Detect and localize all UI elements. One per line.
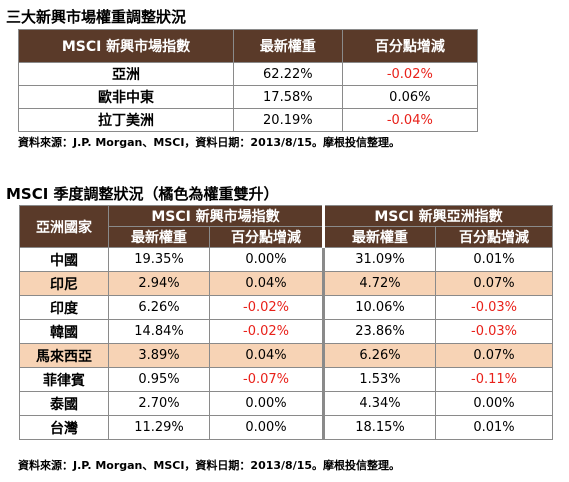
country-name: 泰國 (19, 391, 109, 416)
col-em-change: 百分點增減 (209, 226, 324, 248)
region-weight: 20.19% (233, 108, 343, 132)
region-name: 歐非中東 (18, 85, 234, 109)
em-weight: 3.89% (108, 343, 210, 368)
source-note: 資料來源：J.P. Morgan、MSCI，資料日期：2013/8/15。摩根投… (18, 459, 401, 472)
table-row: 菲律賓 0.95% -0.07% 1.53% -0.11% (19, 367, 553, 392)
region-name: 拉丁美洲 (18, 108, 234, 132)
country-name: 印尼 (19, 271, 109, 296)
em-weight: 2.70% (108, 391, 210, 416)
asia-weight: 4.72% (322, 271, 436, 296)
em-weight: 14.84% (108, 319, 210, 344)
em-weight: 0.95% (108, 367, 210, 392)
region-weight: 17.58% (233, 85, 343, 109)
asia-country-weight-table: 亞洲國家 MSCI 新興市場指數 MSCI 新興亞洲指數 最新權重 百分點增減 … (19, 205, 553, 440)
country-name: 台灣 (19, 415, 109, 440)
regional-weight-table: MSCI 新興市場指數 最新權重 百分點增減 亞洲 62.22% -0.02% … (18, 29, 479, 132)
country-name: 中國 (19, 247, 109, 272)
em-weight: 11.29% (108, 415, 210, 440)
asia-change: 0.07% (435, 271, 553, 296)
group-asia-index: MSCI 新興亞洲指數 (322, 205, 553, 227)
section2-title: MSCI 季度調整狀況（橘色為權重雙升） (6, 185, 279, 203)
region-weight: 62.22% (233, 62, 343, 86)
table-row: 拉丁美洲 20.19% -0.04% (18, 108, 479, 132)
country-name: 印度 (19, 295, 109, 320)
col-country: 亞洲國家 (19, 205, 109, 248)
table-row: 印度 6.26% -0.02% 10.06% -0.03% (19, 295, 553, 320)
em-change: 0.00% (209, 415, 324, 440)
em-weight: 6.26% (108, 295, 210, 320)
col-asia-change: 百分點增減 (435, 226, 553, 248)
em-weight: 2.94% (108, 271, 210, 296)
table-row: 台灣 11.29% 0.00% 18.15% 0.01% (19, 415, 553, 440)
asia-change: 0.01% (435, 415, 553, 440)
table-row: 亞洲 62.22% -0.02% (18, 62, 479, 86)
asia-weight: 31.09% (322, 247, 436, 272)
asia-change: 0.07% (435, 343, 553, 368)
asia-weight: 1.53% (322, 367, 436, 392)
region-name: 亞洲 (18, 62, 234, 86)
em-change: 0.04% (209, 271, 324, 296)
asia-change: -0.11% (435, 367, 553, 392)
asia-weight: 18.15% (322, 415, 436, 440)
col-asia-weight: 最新權重 (322, 226, 436, 248)
col-em-weight: 最新權重 (108, 226, 210, 248)
region-change: 0.06% (341, 85, 479, 109)
asia-weight: 10.06% (322, 295, 436, 320)
table-row: 韓國 14.84% -0.02% 23.86% -0.03% (19, 319, 553, 344)
asia-weight: 4.34% (322, 391, 436, 416)
table-row: 印尼 2.94% 0.04% 4.72% 0.07% (19, 271, 553, 296)
asia-weight: 6.26% (322, 343, 436, 368)
asia-change: 0.01% (435, 247, 553, 272)
asia-weight: 23.86% (322, 319, 436, 344)
em-change: 0.04% (209, 343, 324, 368)
col-index-name: MSCI 新興市場指數 (18, 29, 234, 63)
em-change: -0.07% (209, 367, 324, 392)
em-change: -0.02% (209, 295, 324, 320)
col-pct-change: 百分點增減 (341, 29, 479, 63)
group-em-index: MSCI 新興市場指數 (108, 205, 324, 227)
country-name: 菲律賓 (19, 367, 109, 392)
region-change: -0.02% (341, 62, 479, 86)
country-name: 韓國 (19, 319, 109, 344)
table-row: 泰國 2.70% 0.00% 4.34% 0.00% (19, 391, 553, 416)
table-row: 歐非中東 17.58% 0.06% (18, 85, 479, 109)
section1-title: 三大新興市場權重調整狀況 (6, 8, 187, 26)
country-name: 馬來西亞 (19, 343, 109, 368)
asia-change: 0.00% (435, 391, 553, 416)
col-latest-weight: 最新權重 (233, 29, 343, 63)
table-row: 馬來西亞 3.89% 0.04% 6.26% 0.07% (19, 343, 553, 368)
asia-change: -0.03% (435, 319, 553, 344)
source-note: 資料來源：J.P. Morgan、MSCI，資料日期：2013/8/15。摩根投… (18, 136, 401, 149)
asia-change: -0.03% (435, 295, 553, 320)
table-row: 中國 19.35% 0.00% 31.09% 0.01% (19, 247, 553, 272)
em-change: 0.00% (209, 247, 324, 272)
em-weight: 19.35% (108, 247, 210, 272)
em-change: -0.02% (209, 319, 324, 344)
em-change: 0.00% (209, 391, 324, 416)
region-change: -0.04% (341, 108, 479, 132)
